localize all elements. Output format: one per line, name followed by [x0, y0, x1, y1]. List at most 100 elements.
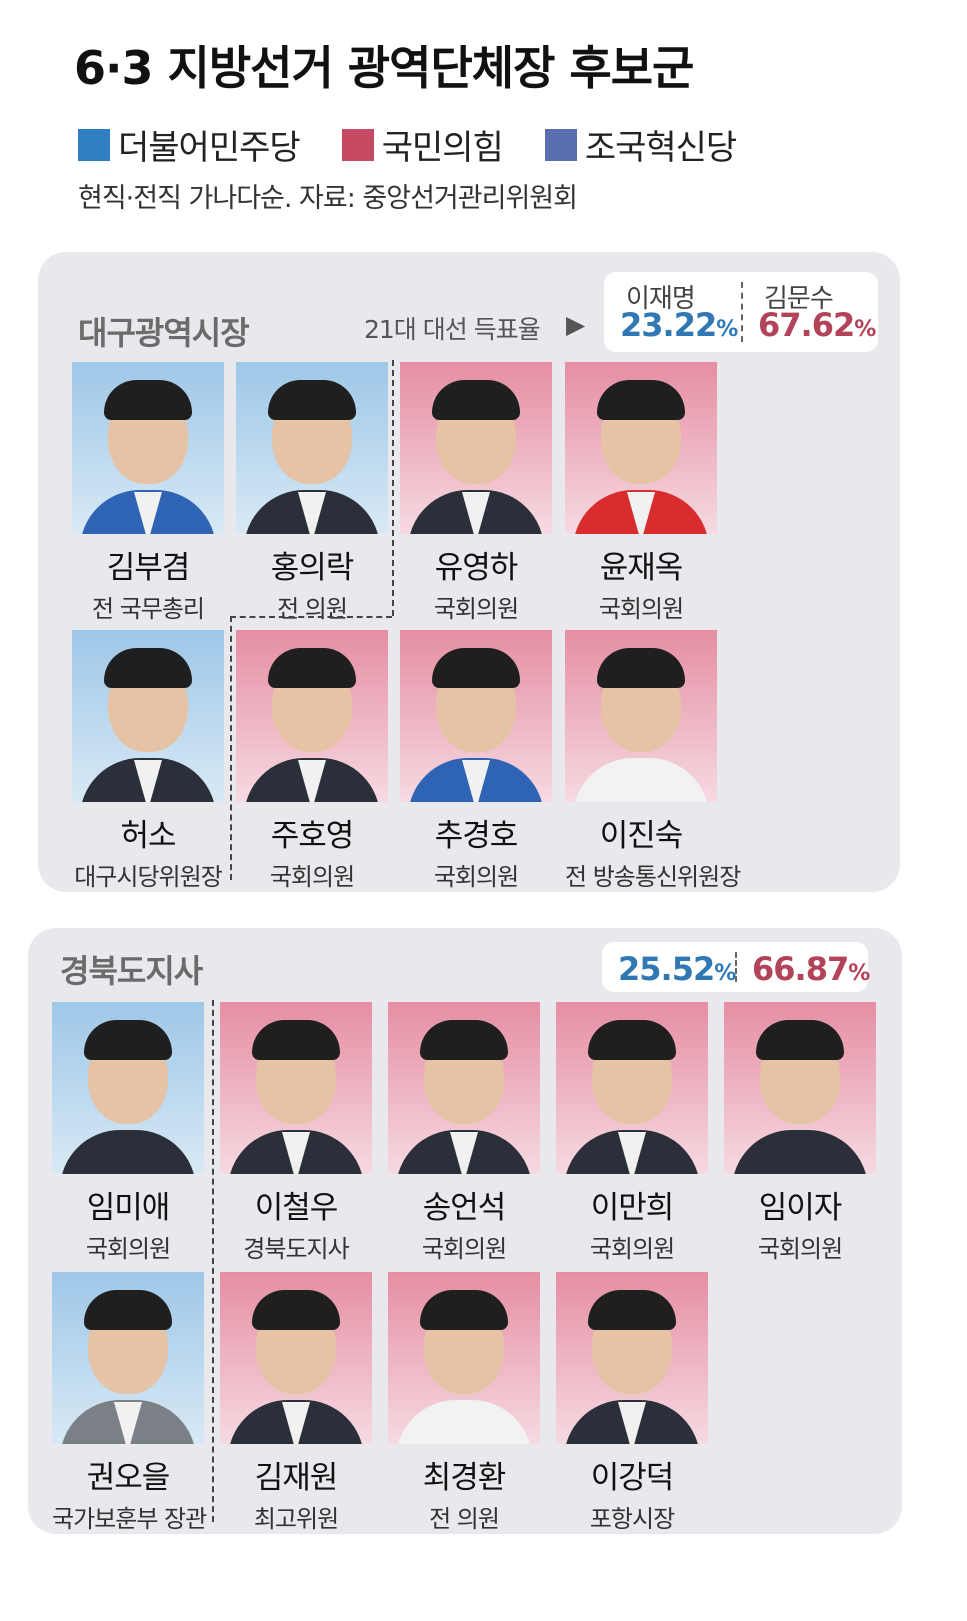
candidate-title: 국회의원 — [433, 863, 519, 891]
candidate-name: 송언석 — [422, 1190, 507, 1226]
candidate-title: 경북도지사 — [243, 1235, 349, 1263]
candidate-title: 전 방송통신위원장 — [565, 863, 741, 891]
candidate-title: 국회의원 — [589, 1235, 675, 1263]
candidate-photo — [556, 1272, 708, 1444]
candidate-name: 권오을 — [86, 1460, 171, 1496]
candidate-photo — [220, 1002, 372, 1174]
candidate-card: 최경환 전 의원 — [388, 1272, 540, 1534]
candidate-name: 허소 — [120, 818, 176, 854]
candidate-card: 송언석 국회의원 — [388, 1002, 540, 1264]
candidate-name: 이강덕 — [590, 1460, 675, 1496]
legend-swatch — [341, 128, 374, 161]
candidate-card: 주호영 국회의원 — [236, 630, 388, 892]
candidate-name: 추경호 — [434, 818, 519, 854]
candidate-name: 임이자 — [758, 1190, 843, 1226]
gyeongbuk-panel: 경북도지사 25.52% 66.87% 임미애 국회의원 이철우 경북도지사 송… — [28, 928, 902, 1534]
legend-item-rebuilding: 조국혁신당 — [544, 120, 737, 169]
candidate-card: 유영하 국회의원 — [400, 362, 552, 624]
vote-pct-a: 25.52% — [618, 950, 736, 988]
candidate-title: 국회의원 — [598, 595, 684, 623]
candidate-name: 주호영 — [270, 818, 355, 854]
legend-swatch — [78, 128, 110, 161]
candidate-card: 이만희 국회의원 — [556, 1002, 708, 1264]
daegu-panel: 대구광역시장 21대 대선 득표율 ▶ 이재명 김문수 23.22% 67.62… — [38, 252, 900, 892]
vote-share-box: 이재명 김문수 23.22% 67.62% — [604, 272, 878, 352]
candidate-a-name: 이재명 — [626, 284, 696, 314]
candidate-name: 윤재옥 — [599, 550, 684, 586]
party-separator — [212, 1000, 214, 1522]
candidate-photo — [724, 1002, 876, 1174]
candidate-b-name: 김문수 — [764, 284, 834, 314]
candidate-card: 권오을 국가보훈부 장관 — [52, 1272, 207, 1534]
candidate-title: 국회의원 — [85, 1235, 171, 1263]
legend-label: 국민의힘 — [381, 128, 504, 168]
candidate-name: 이진숙 — [599, 818, 684, 854]
vote-divider — [741, 282, 743, 342]
candidate-photo — [565, 362, 717, 534]
candidate-name: 유영하 — [434, 550, 519, 586]
candidate-title: 전 의원 — [277, 595, 348, 623]
candidate-photo — [556, 1002, 708, 1174]
legend-item-democratic: 더불어민주당 — [78, 120, 301, 169]
candidate-photo — [72, 630, 224, 802]
candidate-name: 임미애 — [86, 1190, 171, 1226]
candidate-photo — [236, 362, 388, 534]
candidate-photo — [52, 1272, 204, 1444]
candidate-name: 홍의락 — [270, 550, 355, 586]
source-note: 현직·전직 가나다순. 자료: 중앙선거관리위원회 — [78, 183, 578, 214]
candidate-card: 허소 대구시당위원장 — [72, 630, 224, 892]
candidate-title: 국회의원 — [269, 863, 355, 891]
candidate-card: 윤재옥 국회의원 — [565, 362, 717, 624]
vote-share-box: 25.52% 66.87% — [602, 942, 870, 992]
legend-label: 더불어민주당 — [118, 128, 301, 168]
candidate-title: 최고위원 — [253, 1505, 339, 1533]
candidate-title: 국가보훈부 장관 — [52, 1505, 207, 1533]
candidate-card: 이강덕 포항시장 — [556, 1272, 708, 1534]
candidate-card: 추경호 국회의원 — [400, 630, 552, 892]
vote-pct-b: 67.62% — [758, 306, 876, 344]
candidate-card: 홍의락 전 의원 — [236, 362, 388, 624]
candidate-card: 임미애 국회의원 — [52, 1002, 204, 1264]
legend-swatch — [544, 128, 577, 161]
candidate-card: 김재원 최고위원 — [220, 1272, 372, 1534]
candidate-photo — [400, 362, 552, 534]
candidate-card: 이진숙 전 방송통신위원장 — [565, 630, 741, 892]
region-title: 대구광역시장 — [78, 314, 250, 352]
vote-divider — [735, 952, 737, 982]
candidate-title: 전 의원 — [429, 1505, 500, 1533]
candidate-title: 포항시장 — [589, 1505, 675, 1533]
legend-label: 조국혁신당 — [584, 128, 737, 168]
candidate-photo — [220, 1272, 372, 1444]
arrow-right-icon: ▶ — [566, 310, 586, 339]
region-title: 경북도지사 — [60, 952, 203, 990]
vote-caption: 21대 대선 득표율 — [364, 315, 541, 344]
candidate-photo — [565, 630, 717, 802]
candidate-photo — [236, 630, 388, 802]
candidate-photo — [52, 1002, 204, 1174]
candidate-name: 김부겸 — [106, 550, 191, 586]
candidate-card: 김부겸 전 국무총리 — [72, 362, 224, 624]
candidate-name: 김재원 — [254, 1460, 339, 1496]
party-legend: 더불어민주당 국민의힘 조국혁신당 — [78, 120, 778, 169]
candidate-name: 이만희 — [590, 1190, 675, 1226]
candidate-photo — [388, 1272, 540, 1444]
candidate-title: 전 국무총리 — [91, 595, 205, 623]
legend-item-ppp: 국민의힘 — [341, 120, 504, 169]
candidate-card: 임이자 국회의원 — [724, 1002, 876, 1264]
candidate-title: 국회의원 — [433, 595, 519, 623]
party-separator — [392, 360, 394, 616]
party-separator — [230, 616, 392, 618]
candidate-title: 국회의원 — [757, 1235, 843, 1263]
candidate-title: 대구시당위원장 — [74, 863, 223, 891]
candidate-name: 이철우 — [254, 1190, 339, 1226]
vote-pct-b: 66.87% — [752, 950, 870, 988]
candidate-name: 최경환 — [422, 1460, 507, 1496]
candidate-card: 이철우 경북도지사 — [220, 1002, 372, 1264]
vote-pct-a: 23.22% — [620, 306, 738, 344]
candidate-photo — [72, 362, 224, 534]
candidate-title: 국회의원 — [421, 1235, 507, 1263]
page-title: 6·3 지방선거 광역단체장 후보군 — [74, 41, 694, 95]
candidate-photo — [400, 630, 552, 802]
candidate-photo — [388, 1002, 540, 1174]
party-separator — [230, 616, 232, 880]
